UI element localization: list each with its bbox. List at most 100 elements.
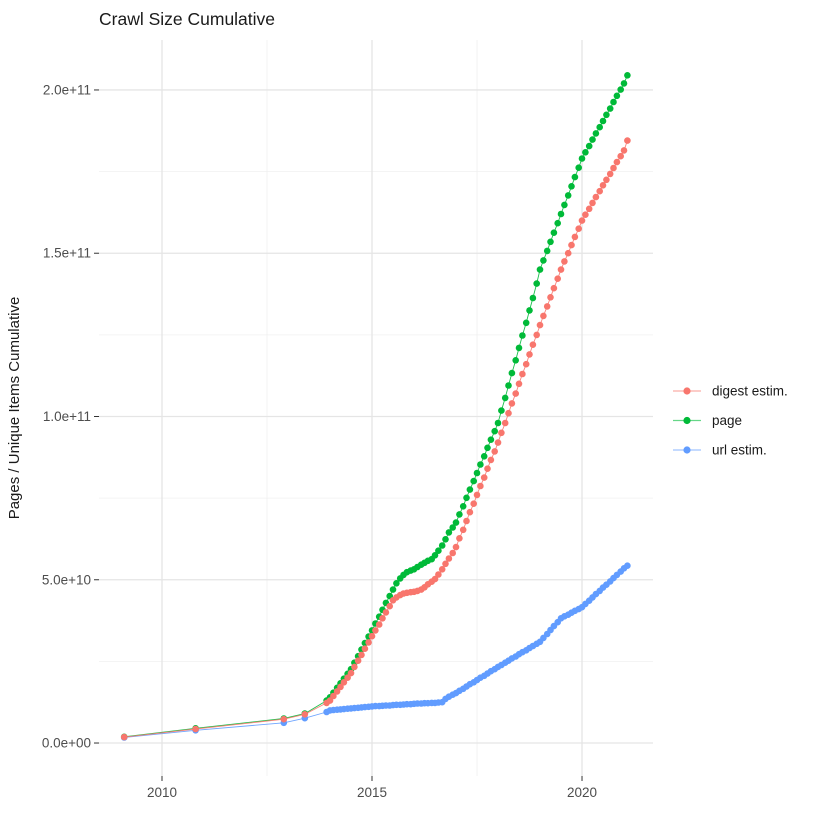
data-point — [550, 229, 558, 236]
data-point — [452, 519, 460, 526]
data-point — [624, 72, 631, 79]
data-point — [484, 444, 491, 452]
x-tick-label: 2015 — [357, 785, 387, 800]
legend-key-point — [683, 387, 691, 395]
data-point — [192, 725, 199, 733]
data-point — [554, 275, 561, 283]
data-point — [617, 86, 624, 93]
data-point — [561, 201, 568, 209]
data-point — [491, 427, 499, 435]
series-line — [124, 75, 628, 738]
data-point — [596, 187, 603, 195]
data-point — [368, 632, 376, 640]
data-point — [533, 331, 540, 339]
series-line — [124, 565, 628, 738]
data-point — [529, 341, 537, 349]
data-point — [501, 394, 509, 402]
data-point — [372, 627, 379, 634]
data-point — [568, 183, 575, 190]
data-point — [466, 486, 474, 493]
data-point — [480, 453, 488, 460]
data-point — [344, 674, 351, 681]
data-point — [603, 111, 610, 119]
data-point — [477, 482, 484, 490]
data-point — [543, 247, 551, 255]
data-point — [610, 164, 617, 172]
data-point — [505, 409, 512, 417]
data-point — [578, 217, 586, 224]
data-point — [463, 494, 470, 502]
data-point — [624, 137, 631, 144]
data-point — [354, 657, 362, 664]
gridlines — [99, 40, 653, 776]
legend-key-point — [683, 446, 691, 454]
y-tick-label: 2.0e+11 — [43, 82, 91, 97]
data-point — [442, 536, 449, 543]
data-point — [610, 98, 617, 106]
data-point — [351, 663, 358, 671]
data-point — [375, 621, 383, 628]
data-point — [120, 733, 128, 741]
legend-key-point — [683, 416, 691, 425]
data-point — [449, 524, 457, 531]
data-point — [498, 407, 505, 414]
data-point — [550, 284, 558, 292]
data-point — [463, 517, 470, 525]
series-url-estim- — [120, 562, 631, 741]
data-point — [438, 542, 446, 549]
data-point — [487, 436, 495, 444]
data-point — [529, 294, 537, 302]
data-point — [301, 711, 309, 718]
data-point — [466, 508, 474, 516]
data-point — [508, 400, 516, 407]
data-point — [365, 639, 372, 646]
data-point — [575, 164, 582, 171]
data-point — [613, 158, 621, 166]
data-point — [547, 238, 554, 246]
data-point — [526, 307, 533, 314]
data-point — [596, 123, 603, 131]
data-point — [557, 266, 565, 273]
data-point — [533, 280, 540, 287]
data-point — [564, 192, 572, 199]
data-point — [473, 469, 481, 477]
data-point — [543, 303, 551, 310]
data-point — [540, 312, 547, 320]
series-page — [120, 72, 631, 741]
data-point — [484, 465, 491, 473]
data-point — [337, 683, 344, 691]
data-point — [624, 562, 631, 569]
data-point — [564, 249, 572, 257]
data-point — [617, 152, 624, 160]
data-point — [487, 456, 495, 464]
legend-item-digest-estim-: digest estim. — [673, 384, 788, 399]
data-point — [501, 419, 509, 427]
data-point — [386, 602, 394, 610]
data-point — [435, 571, 442, 578]
data-point — [470, 477, 478, 485]
data-point — [505, 382, 512, 389]
data-point — [620, 147, 628, 154]
data-point — [340, 679, 348, 686]
data-point — [578, 155, 586, 162]
data-point — [358, 651, 365, 659]
data-point — [477, 461, 484, 468]
y-axis-title: Pages / Unique Items Cumulative — [6, 297, 23, 520]
data-point — [431, 575, 439, 583]
data-point — [599, 182, 607, 189]
y-tick-label: 1.0e+11 — [43, 409, 91, 424]
data-point — [435, 547, 442, 554]
data-point — [561, 258, 568, 265]
data-point — [491, 448, 499, 455]
data-point — [445, 555, 453, 562]
data-point — [571, 173, 579, 181]
data-point — [379, 615, 386, 622]
data-point — [613, 92, 621, 100]
data-point — [575, 225, 582, 232]
y-tick-label: 1.5e+11 — [43, 246, 91, 261]
legend-item-page: page — [673, 413, 742, 428]
data-point — [445, 529, 453, 536]
data-point — [280, 715, 288, 723]
